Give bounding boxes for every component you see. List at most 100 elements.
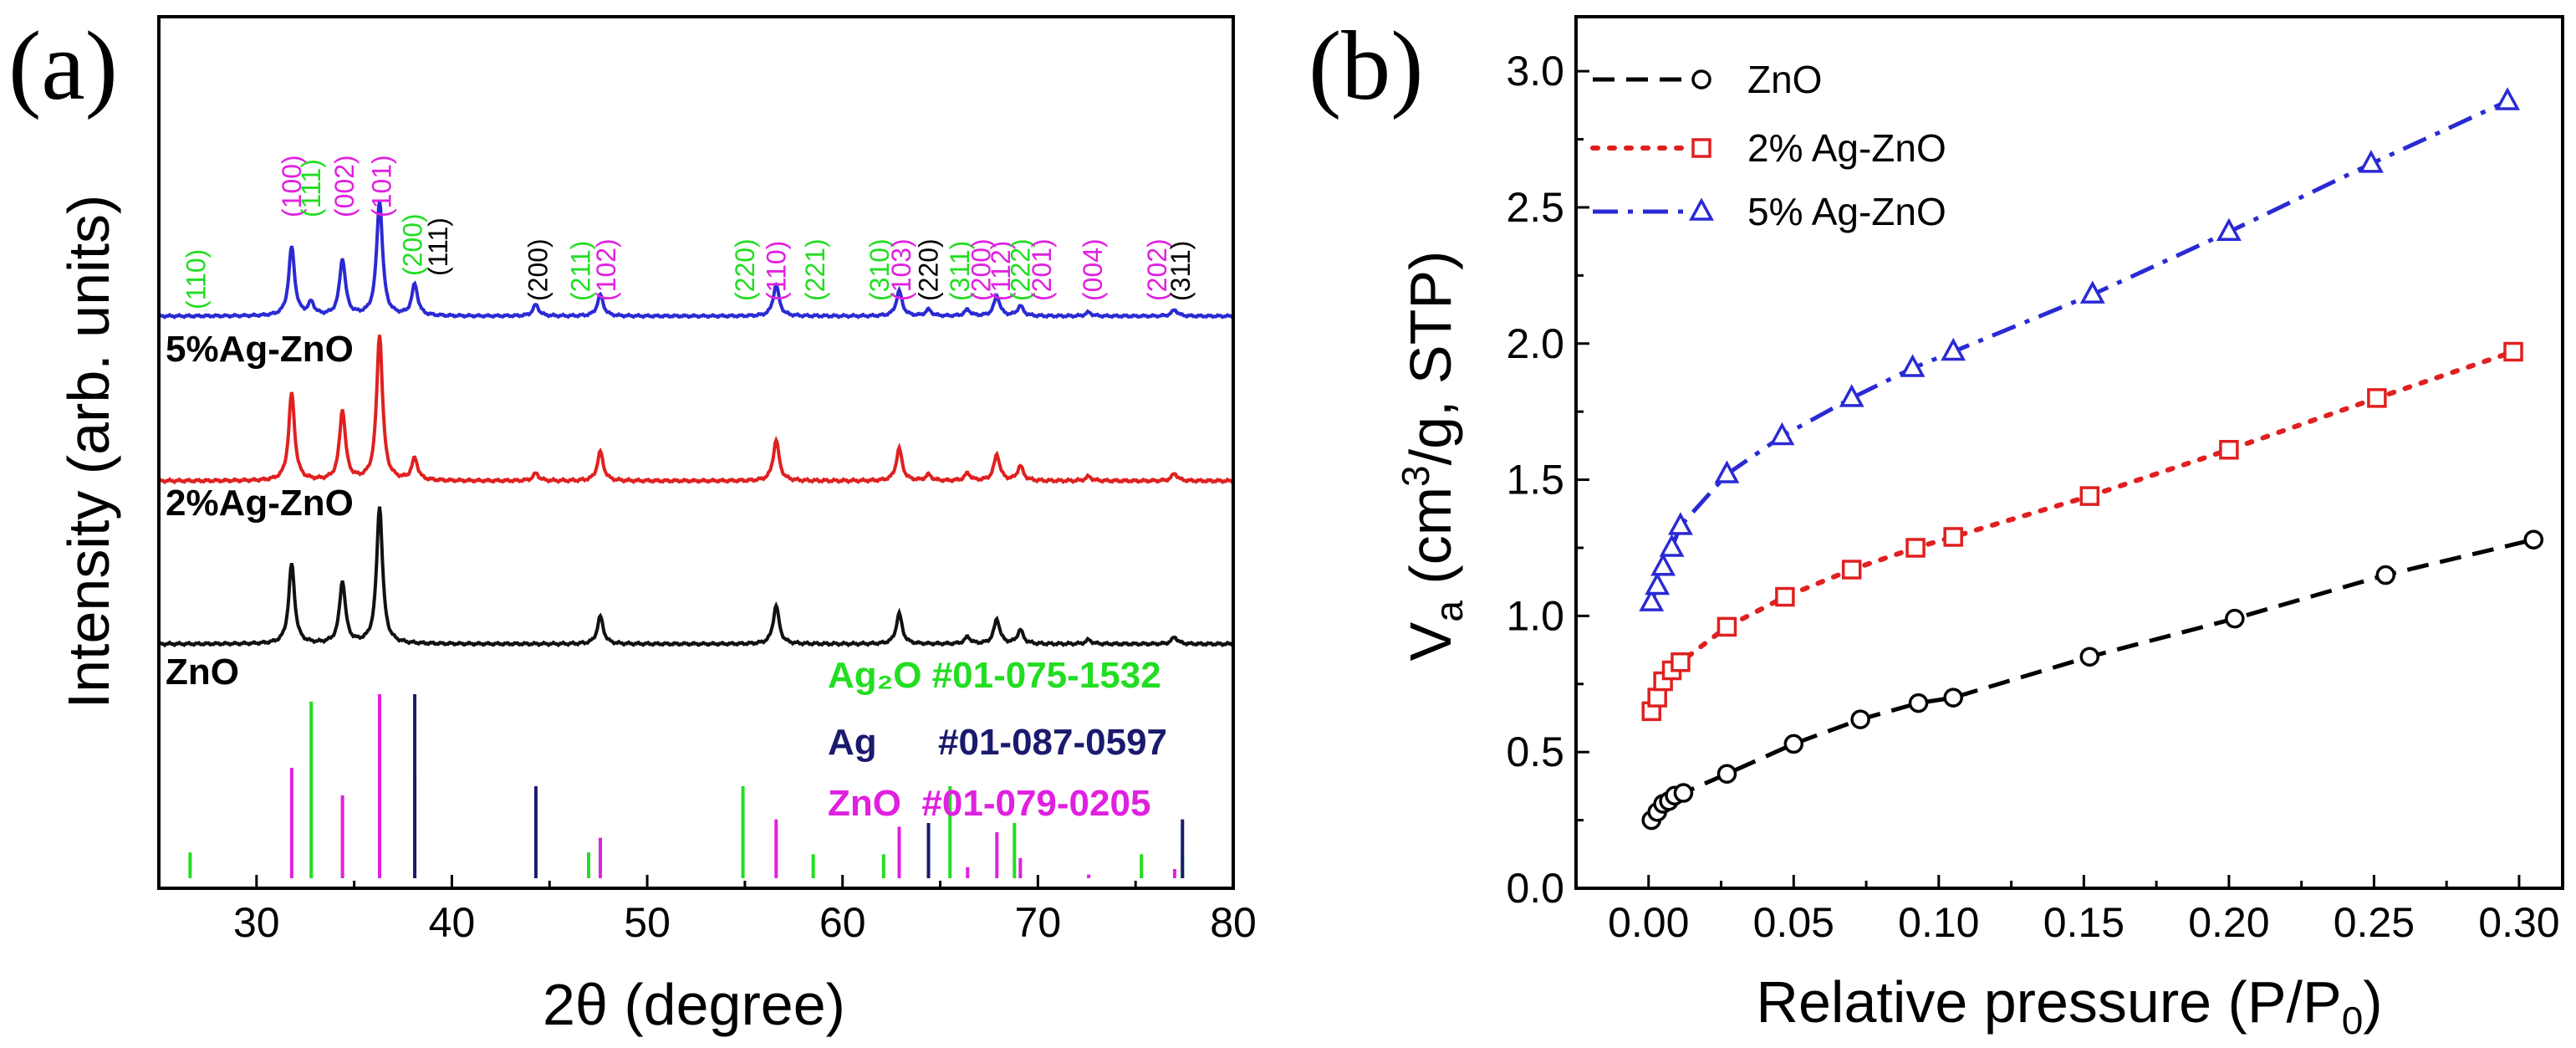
point-zno [2225,608,2245,629]
x-title-sub: 0 [2342,999,2364,1042]
b-ytick-label: 2.5 [1506,184,1564,231]
peak-label: (200) [523,238,553,301]
peak-label: (200) [967,238,997,301]
isotherm-line-5pct-ag-zno [1649,99,2509,603]
b-ytick-label: 1.5 [1506,457,1564,504]
point-2pct-ag-zno [1671,652,1691,672]
point-5pct-ag-zno [1714,460,1740,483]
xrd-curve-2pct-ag-zno [157,335,1235,485]
panel-b-y-ticks: 0.0 0.5 1.0 1.5 2.0 2.5 3.0 [1506,48,1589,912]
panel-b-frame [1574,15,2564,890]
point-2pct-ag-zno [2503,341,2523,362]
point-zno [1908,693,1929,713]
peak-label: (101) [366,155,396,217]
isotherm-line-zno [1650,537,2534,822]
peak-labels: (110)(100)(111) (002) (101)(200)(111) (200)… [181,155,1196,309]
panel-a-xrd: (a) (110)(100)(111) (002) (101)(200)(111)(… [8,11,1257,1037]
a-xtick-label: 70 [1015,899,1062,946]
point-zno [1783,734,1804,754]
point-5pct-ag-zno [1769,422,1795,446]
ref-card-zno: ZnO #01-079-0205 [828,783,1150,824]
y-title-rest: /g, STP) [1398,251,1463,466]
panel-b-y-axis-title: Va (cm3/g, STP) [1394,251,1471,662]
a-xtick-label: 60 [819,899,866,946]
b-xtick-label: 0.10 [1898,899,1979,946]
peak-label: (200) [398,213,428,276]
peak-label: (110) [181,249,211,309]
legend-marker-zno [1691,69,1711,89]
point-2pct-ag-zno [2219,439,2239,460]
reference-sticks [188,694,1185,878]
ref-card-ag: Ag #01-087-0597 [828,722,1167,763]
point-zno [2375,565,2396,585]
y-title-main: (cm [1398,487,1463,601]
peak-label: (002) [329,155,360,217]
panel-a-frame [157,15,1235,890]
ref-card-ag2o: Ag₂O #01-075-1532 [828,655,1161,696]
b-ytick-label: 2.0 [1506,320,1564,367]
peak-label: (103) [886,238,916,301]
point-2pct-ag-zno [1841,560,1862,580]
point-5pct-ag-zno [2079,280,2105,304]
point-2pct-ag-zno [2367,388,2387,408]
panel-b-x-ticks: 0.00 0.05 0.10 0.15 0.20 0.25 0.30 [1574,875,2560,946]
label-5pct-ag-zno: 5%Ag-ZnO [166,329,354,370]
point-2pct-ag-zno [1905,538,1926,558]
label-zno: ZnO [166,652,239,693]
a-xtick-label: 80 [1210,899,1257,946]
point-5pct-ag-zno [2358,150,2384,173]
point-2pct-ag-zno [1716,616,1737,637]
point-5pct-ag-zno [1941,337,1966,361]
panel-b-x-axis-title: Relative pressure (P/P0) [1756,969,2382,1042]
isotherm-series [1639,87,2544,831]
point-5pct-ag-zno [1639,588,1665,611]
point-2pct-ag-zno [1647,688,1667,708]
peak-label: (311) [1166,241,1196,301]
peak-label: (311) [945,241,975,301]
point-5pct-ag-zno [1650,553,1676,576]
peak-label: (111) [423,217,453,276]
b-ytick-label: 1.0 [1506,592,1564,639]
panel-a-x-ticks: 30 40 50 60 70 80 [157,875,1257,946]
legend-label-2pct: 2% Ag-ZnO [1747,126,1946,170]
y-title-v-sub: a [1427,601,1471,622]
point-2pct-ag-zno [1943,527,1963,547]
legend-marker-5pct [1689,197,1714,221]
peak-label: (220) [914,238,944,301]
x-title-close: ) [2363,969,2382,1035]
point-5pct-ag-zno [1900,354,1926,377]
peak-label: (102) [591,238,621,301]
peak-label: (220) [730,238,760,301]
y-title-v: V [1398,621,1463,661]
peak-label: (111) [296,159,326,217]
point-zno [1673,783,1694,803]
point-zno [1943,688,1963,708]
panel-b-bet: (b) 0.00 0.05 0.10 0.15 0.20 0.25 0.30 0.0 0.5 1… [1308,11,2564,1042]
point-5pct-ag-zno [1645,571,1671,596]
legend-label-5pct: 5% Ag-ZnO [1747,190,1946,233]
xrd-curve-5pct-ag-zno [157,200,1234,320]
b-xtick-label: 0.00 [1608,899,1689,946]
y-title-sup: 3 [1394,465,1437,487]
peak-label: (202) [1142,238,1172,301]
b-xtick-label: 0.15 [2043,899,2125,946]
point-2pct-ag-zno [2079,486,2100,506]
point-zno [2523,529,2544,550]
panel-a-y-axis-title: Intensity (arb. units) [56,195,121,709]
x-title-main: Relative pressure (P/P [1756,969,2341,1035]
peak-label: (112) [986,241,1016,301]
b-ytick-label: 0.5 [1506,728,1564,775]
b-xtick-label: 0.05 [1753,899,1834,946]
panel-b-label: (b) [1308,11,1424,120]
panel-a-label: (a) [8,11,118,120]
point-2pct-ag-zno [1775,586,1795,607]
b-xtick-label: 0.20 [2188,899,2269,946]
point-zno [1716,764,1737,784]
point-5pct-ag-zno [2495,87,2521,110]
peak-label: (222) [1005,238,1035,301]
peak-label: (310) [865,238,895,301]
point-zno [1850,709,1870,729]
label-2pct-ag-zno: 2%Ag-ZnO [166,483,354,524]
peak-label: (004) [1078,238,1108,301]
